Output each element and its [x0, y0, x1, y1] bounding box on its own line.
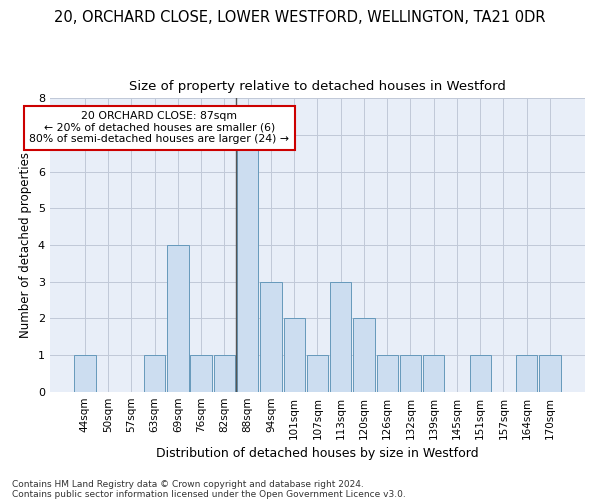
Bar [167, 245, 188, 392]
Bar [260, 282, 281, 392]
Bar [377, 355, 398, 392]
X-axis label: Distribution of detached houses by size in Westford: Distribution of detached houses by size … [156, 447, 479, 460]
Bar [423, 355, 445, 392]
Bar [470, 355, 491, 392]
Text: Contains HM Land Registry data © Crown copyright and database right 2024.
Contai: Contains HM Land Registry data © Crown c… [12, 480, 406, 499]
Bar [190, 355, 212, 392]
Text: 20 ORCHARD CLOSE: 87sqm
← 20% of detached houses are smaller (6)
80% of semi-det: 20 ORCHARD CLOSE: 87sqm ← 20% of detache… [29, 111, 289, 144]
Y-axis label: Number of detached properties: Number of detached properties [19, 152, 32, 338]
Bar [516, 355, 538, 392]
Bar [237, 135, 259, 392]
Bar [330, 282, 352, 392]
Bar [214, 355, 235, 392]
Title: Size of property relative to detached houses in Westford: Size of property relative to detached ho… [129, 80, 506, 93]
Bar [353, 318, 374, 392]
Bar [307, 355, 328, 392]
Bar [74, 355, 95, 392]
Bar [284, 318, 305, 392]
Bar [400, 355, 421, 392]
Text: 20, ORCHARD CLOSE, LOWER WESTFORD, WELLINGTON, TA21 0DR: 20, ORCHARD CLOSE, LOWER WESTFORD, WELLI… [54, 10, 546, 25]
Bar [539, 355, 560, 392]
Bar [144, 355, 166, 392]
